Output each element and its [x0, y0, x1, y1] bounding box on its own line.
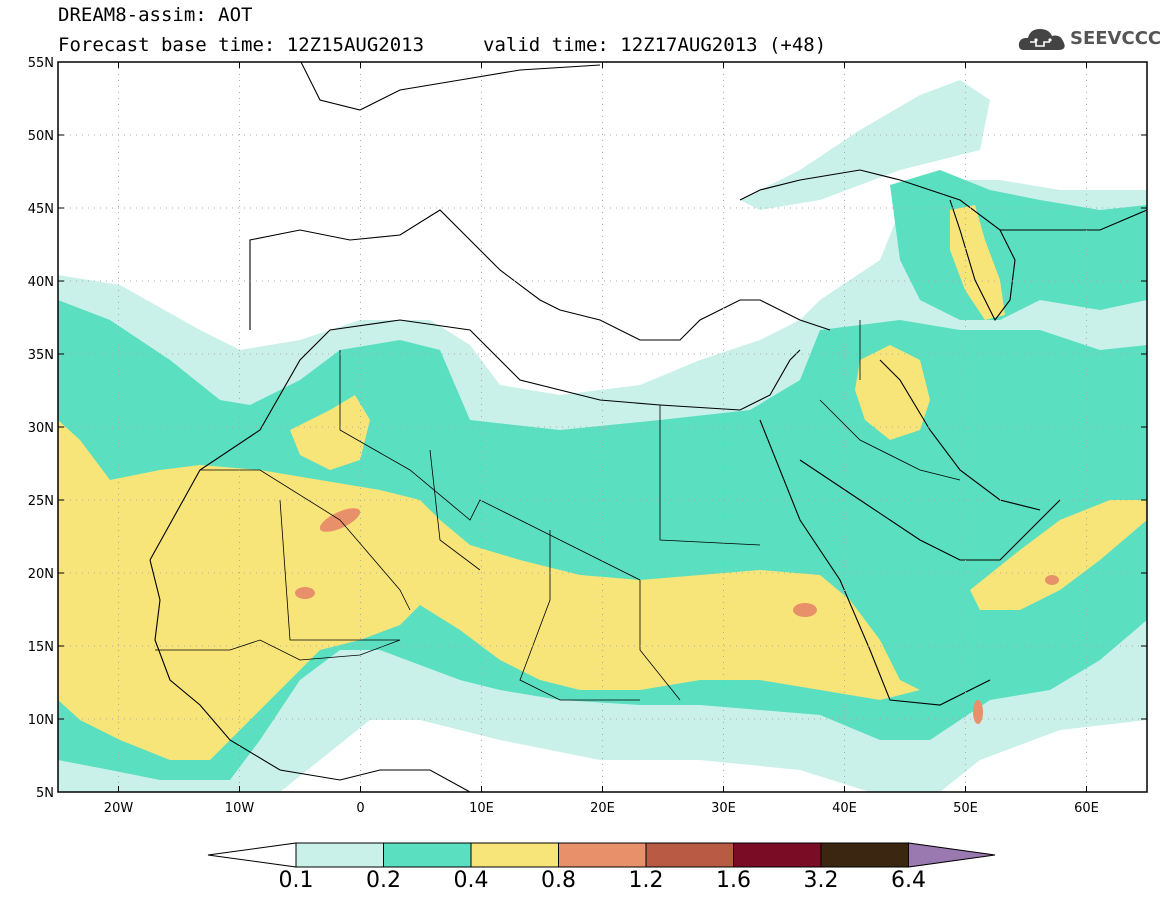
aot-band-0.8-mali [295, 587, 315, 599]
lon-tick-label: 40E [832, 801, 857, 816]
lat-tick-label: 30N [28, 421, 54, 436]
lon-tick-label: 30E [711, 801, 736, 816]
aot-band-0.4-iraq [855, 345, 930, 440]
colorbar-level-label: 6.4 [891, 868, 926, 893]
base-time: Forecast base time: 12Z15AUG2013 [58, 34, 425, 56]
lon-tick-label: 60E [1074, 801, 1099, 816]
seevccc-logo: SEEVCCC [1016, 24, 1161, 54]
lat-tick-label: 55N [28, 56, 54, 71]
lat-tick-label: 40N [28, 275, 54, 290]
colorbar-level-label: 1.2 [628, 868, 664, 893]
aot-band-0.4-east [970, 500, 1147, 610]
aot-band-0.8-somalia [973, 700, 983, 724]
colorbar-box [383, 842, 472, 868]
aot-band-0.8-sudan [793, 603, 817, 617]
colorbar-box [558, 842, 647, 868]
colorbar-level-label: 3.2 [803, 868, 839, 893]
lon-tick-label: 10W [225, 801, 255, 816]
lon-tick-label: 10E [469, 801, 494, 816]
colorbar-box [820, 842, 909, 868]
lon-tick-label: 20W [104, 801, 134, 816]
chart-title: DREAM8-assim: AOT [58, 4, 253, 26]
aot-band-0.4-caspian [950, 205, 1005, 320]
colorbar-level-label: 0.2 [366, 868, 401, 893]
lat-tick-label: 45N [28, 202, 54, 217]
lon-tick-label: 50E [953, 801, 978, 816]
colorbar-over-triangle [908, 842, 996, 868]
aot-band-0.4-morocco [290, 395, 370, 470]
lat-tick-label: 10N [28, 713, 54, 728]
axis-ticks: 55N 50N 45N 40N 35N 30N 25N 20N 15N 10N 5N 20W 10W 0 1… [28, 56, 1147, 816]
cloud-icon [1018, 29, 1065, 50]
colorbar-box [295, 842, 384, 868]
colorbar-box [470, 842, 559, 868]
lon-tick-label: 20E [590, 801, 615, 816]
aot-band-0.8-oman [1045, 575, 1059, 585]
lon-tick-label: 0 [356, 801, 364, 816]
aot-band-0.1-north [740, 80, 990, 210]
lat-tick-label: 15N [28, 640, 54, 655]
lat-tick-label: 35N [28, 348, 54, 363]
time-info: Forecast base time: 12Z15AUG2013 valid ti… [58, 34, 826, 56]
lat-tick-label: 50N [28, 129, 54, 144]
colorbar-under-triangle [207, 842, 297, 868]
valid-time: valid time: 12Z17AUG2013 (+48) [483, 34, 827, 56]
aot-band-0.4 [58, 420, 920, 760]
lat-tick-label: 25N [28, 494, 54, 509]
aot-band-0.2-caspian [890, 170, 1147, 320]
colorbar-level-label: 0.4 [453, 868, 489, 893]
aot-field [58, 62, 1147, 792]
lat-tick-label: 20N [28, 567, 54, 582]
coastlines [149, 62, 1147, 792]
colorbar [207, 842, 996, 868]
logo-text: SEEVCCC [1070, 28, 1162, 49]
lat-tick-label: 5N [36, 786, 54, 801]
colorbar-box [733, 842, 822, 868]
colorbar-box [645, 842, 734, 868]
colorbar-level-label: 0.1 [278, 868, 314, 893]
colorbar-level-label: 0.8 [541, 868, 576, 893]
colorbar-level-label: 1.6 [716, 868, 751, 893]
